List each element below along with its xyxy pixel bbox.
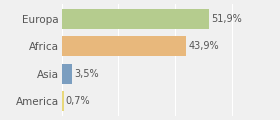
Bar (62, 91, 64, 111)
Bar (62, 36, 186, 56)
Text: 0,7%: 0,7% (66, 96, 90, 106)
Text: 3,5%: 3,5% (74, 69, 99, 79)
Bar (62, 64, 72, 84)
Text: 51,9%: 51,9% (211, 14, 242, 24)
Text: 43,9%: 43,9% (189, 41, 219, 51)
Bar (62, 9, 209, 29)
